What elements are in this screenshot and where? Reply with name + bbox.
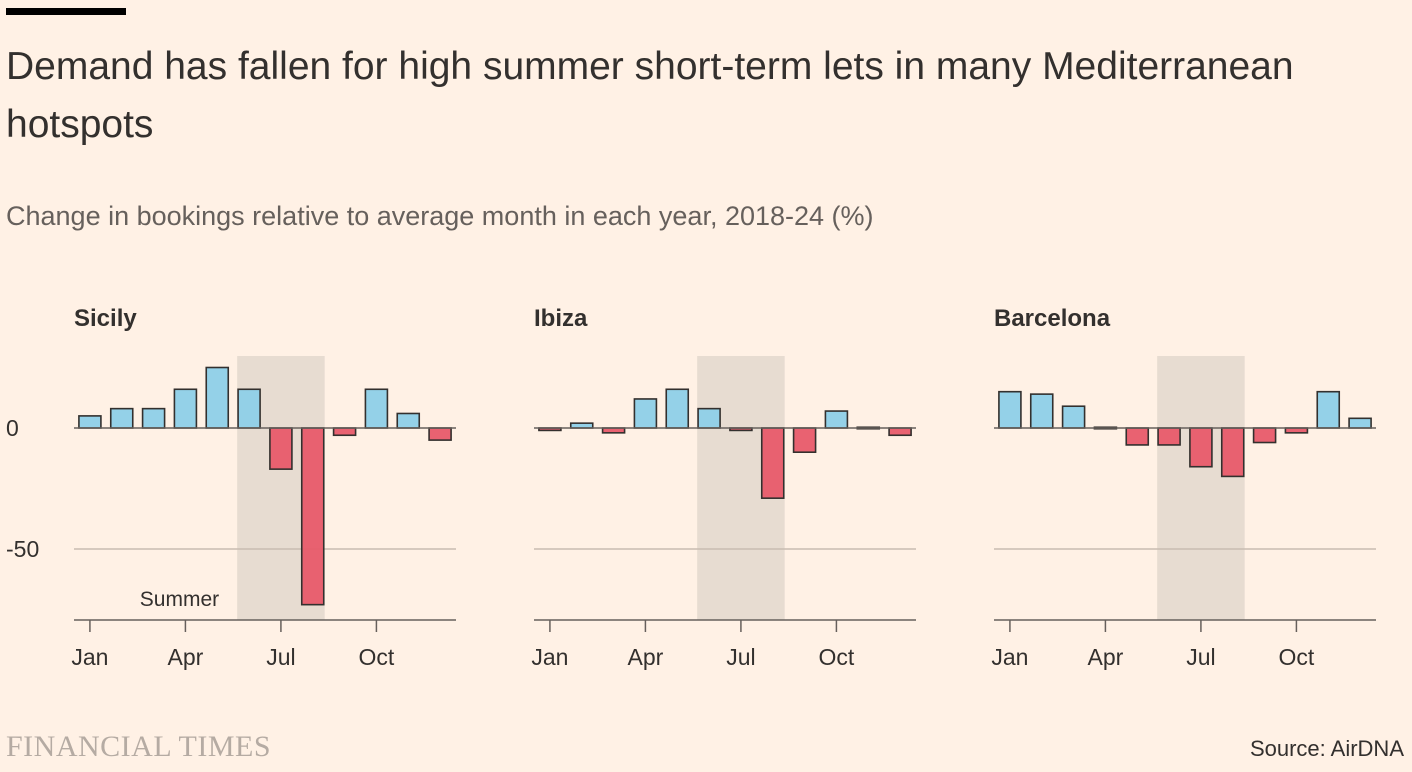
bar-aug — [760, 427, 785, 499]
panel-ibiza: Ibiza Jan Apr Jul Oct — [531, 305, 916, 670]
x-tick-label: Apr — [628, 644, 664, 670]
bar-jun — [697, 407, 721, 429]
chart-title: Demand has fallen for high summer short-… — [6, 45, 1294, 146]
source-note: Source: AirDNA — [1249, 736, 1404, 761]
bar-nov — [1316, 390, 1341, 429]
x-tick-label: Oct — [1279, 644, 1315, 670]
top-rule — [6, 8, 126, 15]
panel-title: Sicily — [74, 305, 137, 332]
bar-apr — [633, 398, 658, 429]
panel-sicily: Sicily 0 -50 Jan Apr Jul Oct Summer — [6, 305, 456, 670]
x-tick-label: Jan — [71, 644, 108, 670]
x-tick-label: Jul — [1186, 644, 1215, 670]
summer-shading — [1157, 356, 1245, 620]
bar-may — [665, 388, 690, 429]
x-tick-label: Jan — [991, 644, 1028, 670]
x-tick-label: Jul — [726, 644, 755, 670]
bar-sep — [792, 427, 817, 454]
y-tick-label: 0 — [6, 415, 19, 441]
bar-mar — [1061, 405, 1086, 429]
bar-oct — [824, 410, 849, 429]
panel-title: Ibiza — [534, 305, 588, 332]
x-tick-label: Oct — [819, 644, 855, 670]
panel-barcelona: Barcelona Jan Apr Jul Oct — [991, 305, 1376, 670]
x-tick-label: Jan — [531, 644, 568, 670]
bar-jun — [237, 388, 261, 429]
bar-sep — [1252, 427, 1277, 444]
bar-may — [205, 366, 230, 429]
bar-dec — [1348, 417, 1372, 429]
bar-oct — [364, 388, 389, 429]
financial-times-logo: FINANCIAL TIMES — [6, 730, 272, 763]
bar-feb — [109, 407, 134, 429]
chart-subtitle: Change in bookings relative to average m… — [6, 201, 874, 231]
bar-mar — [141, 407, 166, 429]
x-tick-label: Apr — [1088, 644, 1124, 670]
bar-nov — [396, 412, 421, 429]
y-tick-label: -50 — [6, 536, 39, 562]
summer-annotation: Summer — [140, 588, 219, 611]
bar-feb — [1029, 393, 1054, 429]
bar-jan — [998, 390, 1022, 429]
bar-may — [1125, 427, 1150, 446]
small-multiples-chart: Sicily 0 -50 Jan Apr Jul Oct Summer Ibiza Jan Apr J… — [6, 305, 1376, 670]
bar-sep — [332, 427, 357, 437]
x-tick-label: Apr — [168, 644, 204, 670]
bar-dec — [428, 427, 452, 441]
x-tick-label: Oct — [359, 644, 395, 670]
panel-title: Barcelona — [994, 305, 1111, 332]
bar-aug — [1220, 427, 1245, 478]
bar-aug — [300, 427, 325, 606]
bar-jan — [78, 415, 102, 429]
bar-jun — [1157, 427, 1181, 446]
x-tick-label: Jul — [266, 644, 295, 670]
bar-jul — [1189, 427, 1213, 468]
bar-jul — [269, 427, 293, 470]
bar-dec — [888, 427, 912, 437]
bar-apr — [173, 388, 198, 429]
